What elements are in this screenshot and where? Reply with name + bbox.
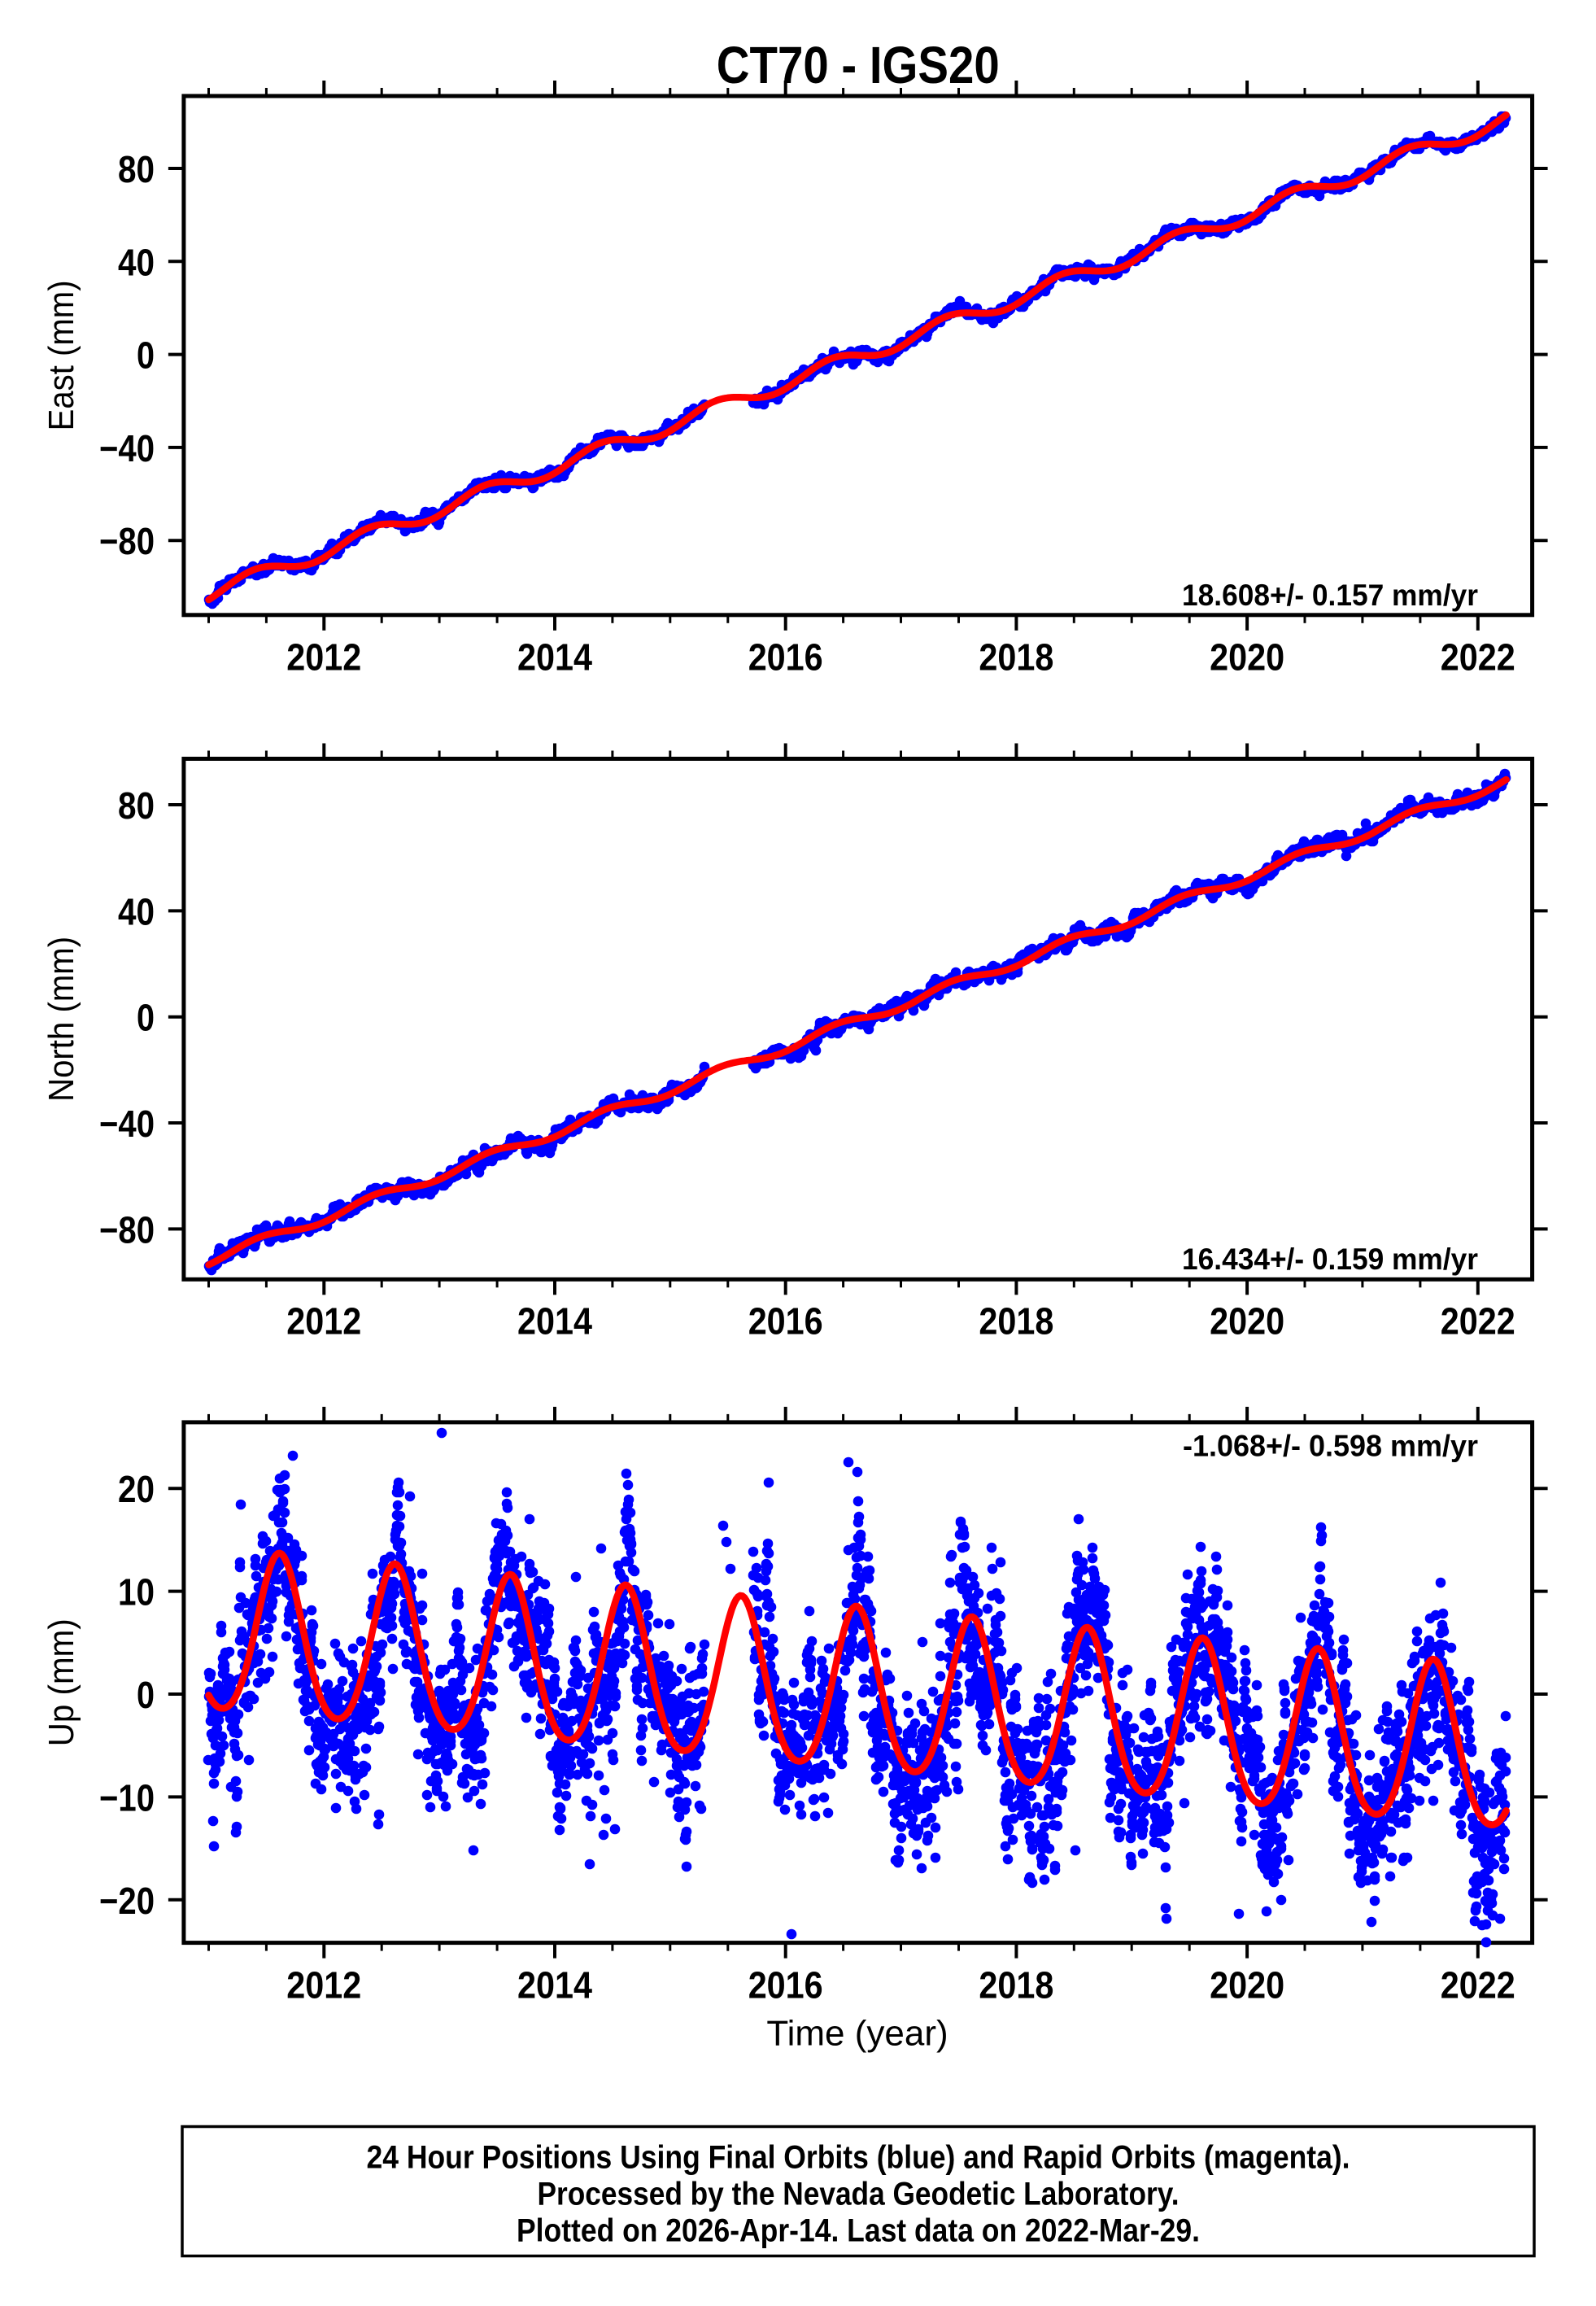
svg-text:North (mm): North (mm) xyxy=(41,937,81,1102)
svg-text:40: 40 xyxy=(118,241,155,283)
svg-text:18.608+/- 0.157 mm/yr: 18.608+/- 0.157 mm/yr xyxy=(1182,579,1478,612)
svg-text:20: 20 xyxy=(118,1468,155,1510)
svg-text:2022: 2022 xyxy=(1441,1964,1515,2007)
svg-text:−40: −40 xyxy=(99,1103,155,1145)
svg-text:0: 0 xyxy=(137,334,155,377)
svg-text:0: 0 xyxy=(137,1674,155,1716)
svg-text:2020: 2020 xyxy=(1210,635,1284,678)
svg-text:−80: −80 xyxy=(99,1208,155,1251)
svg-text:2014: 2014 xyxy=(517,1300,592,1343)
svg-text:2014: 2014 xyxy=(517,1964,592,2007)
svg-text:10: 10 xyxy=(118,1571,155,1614)
svg-text:2016: 2016 xyxy=(748,1964,823,2007)
svg-text:0: 0 xyxy=(137,997,155,1039)
svg-text:-1.068+/- 0.598 mm/yr: -1.068+/- 0.598 mm/yr xyxy=(1183,1430,1478,1463)
svg-text:Processed by the Nevada Geodet: Processed by the Nevada Geodetic Laborat… xyxy=(538,2177,1180,2212)
svg-text:CT70 - IGS20: CT70 - IGS20 xyxy=(717,36,1000,94)
svg-text:2022: 2022 xyxy=(1441,1300,1515,1343)
svg-text:2012: 2012 xyxy=(286,635,361,678)
svg-text:Up (mm): Up (mm) xyxy=(41,1618,81,1746)
svg-text:Plotted on 2026-Apr-14. Last d: Plotted on 2026-Apr-14. Last data on 202… xyxy=(517,2213,1200,2249)
svg-text:2018: 2018 xyxy=(979,1964,1053,2007)
svg-text:2016: 2016 xyxy=(748,635,823,678)
svg-text:2020: 2020 xyxy=(1210,1964,1284,2007)
svg-text:24 Hour Positions Using Final: 24 Hour Positions Using Final Orbits (bl… xyxy=(367,2140,1350,2176)
svg-text:−80: −80 xyxy=(99,520,155,562)
svg-text:80: 80 xyxy=(118,784,155,827)
svg-text:40: 40 xyxy=(118,890,155,932)
svg-text:2016: 2016 xyxy=(748,1300,823,1343)
svg-text:2018: 2018 xyxy=(979,635,1053,678)
svg-text:Time (year): Time (year) xyxy=(766,2013,948,2053)
svg-text:−20: −20 xyxy=(99,1880,155,1922)
svg-text:2020: 2020 xyxy=(1210,1300,1284,1343)
svg-text:2018: 2018 xyxy=(979,1300,1053,1343)
svg-text:80: 80 xyxy=(118,148,155,190)
svg-text:2014: 2014 xyxy=(517,635,592,678)
svg-text:−40: −40 xyxy=(99,427,155,469)
svg-text:2022: 2022 xyxy=(1441,635,1515,678)
svg-text:−10: −10 xyxy=(99,1776,155,1819)
svg-text:2012: 2012 xyxy=(286,1964,361,2007)
svg-text:2012: 2012 xyxy=(286,1300,361,1343)
svg-text:16.434+/- 0.159 mm/yr: 16.434+/- 0.159 mm/yr xyxy=(1182,1243,1478,1276)
svg-text:East (mm): East (mm) xyxy=(41,280,81,430)
